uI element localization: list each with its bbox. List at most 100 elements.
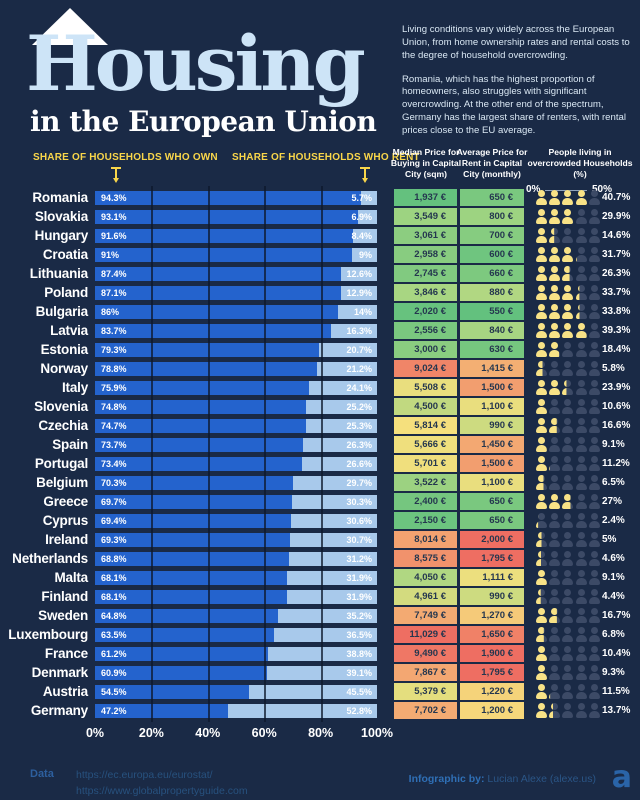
person-icon (535, 513, 548, 528)
person-icon (548, 494, 561, 509)
country-row: Luxembourg 63.5% 36.5% 11,029 €1,650 € 6.8% (3, 625, 637, 644)
person-icon (588, 437, 601, 452)
person-icon-fill (535, 418, 548, 433)
ownership-bar: 68.8% 31.2% (95, 551, 377, 566)
own-share-value: 69.3% (101, 534, 127, 545)
person-icon (548, 475, 561, 490)
person-icon-fill (561, 304, 574, 319)
overcrowding-icons (532, 342, 600, 357)
person-icon-base (588, 608, 601, 623)
person-icon-base (588, 646, 601, 661)
person-icon (561, 589, 574, 604)
person-icon-fill (575, 247, 577, 262)
source-link-eurostat[interactable]: https://ec.europa.eu/eurostat/ (76, 769, 213, 781)
person-icon (535, 684, 548, 699)
overcrowding-icons (532, 437, 600, 452)
overcrowding-value: 5% (602, 534, 617, 545)
buy-price-header: Median Price for Buying in Capital City … (390, 147, 462, 179)
overcrowding-value: 26.3% (602, 268, 631, 279)
overcrowding-value: 9.3% (602, 667, 625, 678)
rent-price-cell: 1,500 € (460, 455, 524, 472)
country-label: Romania (32, 190, 88, 205)
country-label: Greece (43, 494, 88, 509)
person-icon (548, 399, 561, 414)
own-bar-segment (95, 228, 354, 243)
person-icon-base (561, 589, 574, 604)
person-icon-fill (561, 494, 571, 509)
data-sources: https://ec.europa.eu/eurostat/ https://w… (76, 767, 248, 800)
overcrowding-icons (532, 646, 600, 661)
rent-share-value: 38.8% (346, 648, 372, 659)
intro-text: Living conditions vary widely across the… (402, 24, 634, 149)
credit: Infographic by: Lucian Alexe (alexe.us) (409, 773, 596, 785)
person-icon-fill (548, 703, 553, 718)
person-icon-fill (548, 323, 561, 338)
person-icon-fill (561, 190, 574, 205)
person-icon (548, 456, 561, 471)
rent-share-value: 30.7% (346, 534, 372, 545)
person-icon (535, 589, 548, 604)
person-icon (575, 418, 588, 433)
ownership-bar: 79.3% 20.7% (95, 342, 377, 357)
person-icon (588, 627, 601, 642)
person-icon (561, 551, 574, 566)
person-icon (535, 570, 548, 585)
source-link-globalpropertyguide[interactable]: https://www.globalpropertyguide.com (76, 785, 248, 798)
country-row: Estonia 79.3% 20.7% 3,000 €630 € 18.4% (3, 340, 637, 359)
person-icon-fill (575, 304, 580, 319)
person-icon-base (548, 532, 561, 547)
person-icon-base (575, 437, 588, 452)
person-icon-base (575, 684, 588, 699)
rent-share-value: 26.6% (346, 458, 372, 469)
person-icon-base (575, 608, 588, 623)
person-icon-base (548, 228, 561, 243)
person-icon-base (588, 323, 601, 338)
person-icon (575, 247, 588, 262)
person-icon-fill (535, 342, 548, 357)
ownership-bar: 87.4% 12.6% (95, 266, 377, 281)
person-icon-fill (548, 684, 551, 699)
ownership-bar: 64.8% 35.2% (95, 608, 377, 623)
person-icon (588, 228, 601, 243)
country-row: Lithuania 87.4% 12.6% 2,745 €660 € 26.3% (3, 264, 637, 283)
own-bar-segment (95, 361, 318, 376)
country-label: Portugal (34, 456, 88, 471)
person-icon-base (588, 418, 601, 433)
person-icon-base (548, 456, 561, 471)
person-icon-base (561, 228, 574, 243)
ownership-bar: 93.1% 6.9% (95, 209, 377, 224)
person-icon-base (588, 190, 601, 205)
buy-price-cell: 7,749 € (394, 607, 457, 624)
rent-price-cell: 1,500 € (460, 379, 524, 396)
rent-price-cell: 650 € (460, 493, 524, 510)
person-icon-base (561, 437, 574, 452)
country-label: Czechia (38, 418, 88, 433)
person-icon (561, 684, 574, 699)
buy-price-cell: 2,400 € (394, 493, 457, 510)
person-icon (588, 589, 601, 604)
own-bar-segment (95, 418, 306, 433)
person-icon (535, 494, 548, 509)
own-share-label: SHARE OF HOUSEHOLDS WHO OWN (33, 152, 218, 163)
person-icon (575, 266, 588, 281)
person-icon (588, 247, 601, 262)
country-row: Sweden 64.8% 35.2% 7,749 €1,270 € 16.7% (3, 606, 637, 625)
rent-price-cell: 2,000 € (460, 531, 524, 548)
rent-share-value: 45.5% (346, 686, 372, 697)
person-icon-fill (535, 570, 547, 585)
person-icon-base (561, 475, 574, 490)
own-bar-segment (95, 304, 338, 319)
person-icon (575, 361, 588, 376)
x-tick: 80% (308, 726, 334, 740)
own-bar-segment (95, 247, 352, 262)
country-row: Netherlands 68.8% 31.2% 8,575 €1,795 € 4.6% (3, 549, 637, 568)
person-icon-fill (535, 399, 548, 414)
rent-share-value: 5.7% (351, 192, 372, 203)
rent-price-cell: 800 € (460, 208, 524, 225)
country-row: Belgium 70.3% 29.7% 3,522 €1,100 € 6.5% (3, 473, 637, 492)
person-icon (575, 342, 588, 357)
person-icon-base (561, 646, 574, 661)
person-icon-base (548, 475, 561, 490)
person-icon (535, 665, 548, 680)
person-icon (535, 646, 548, 661)
